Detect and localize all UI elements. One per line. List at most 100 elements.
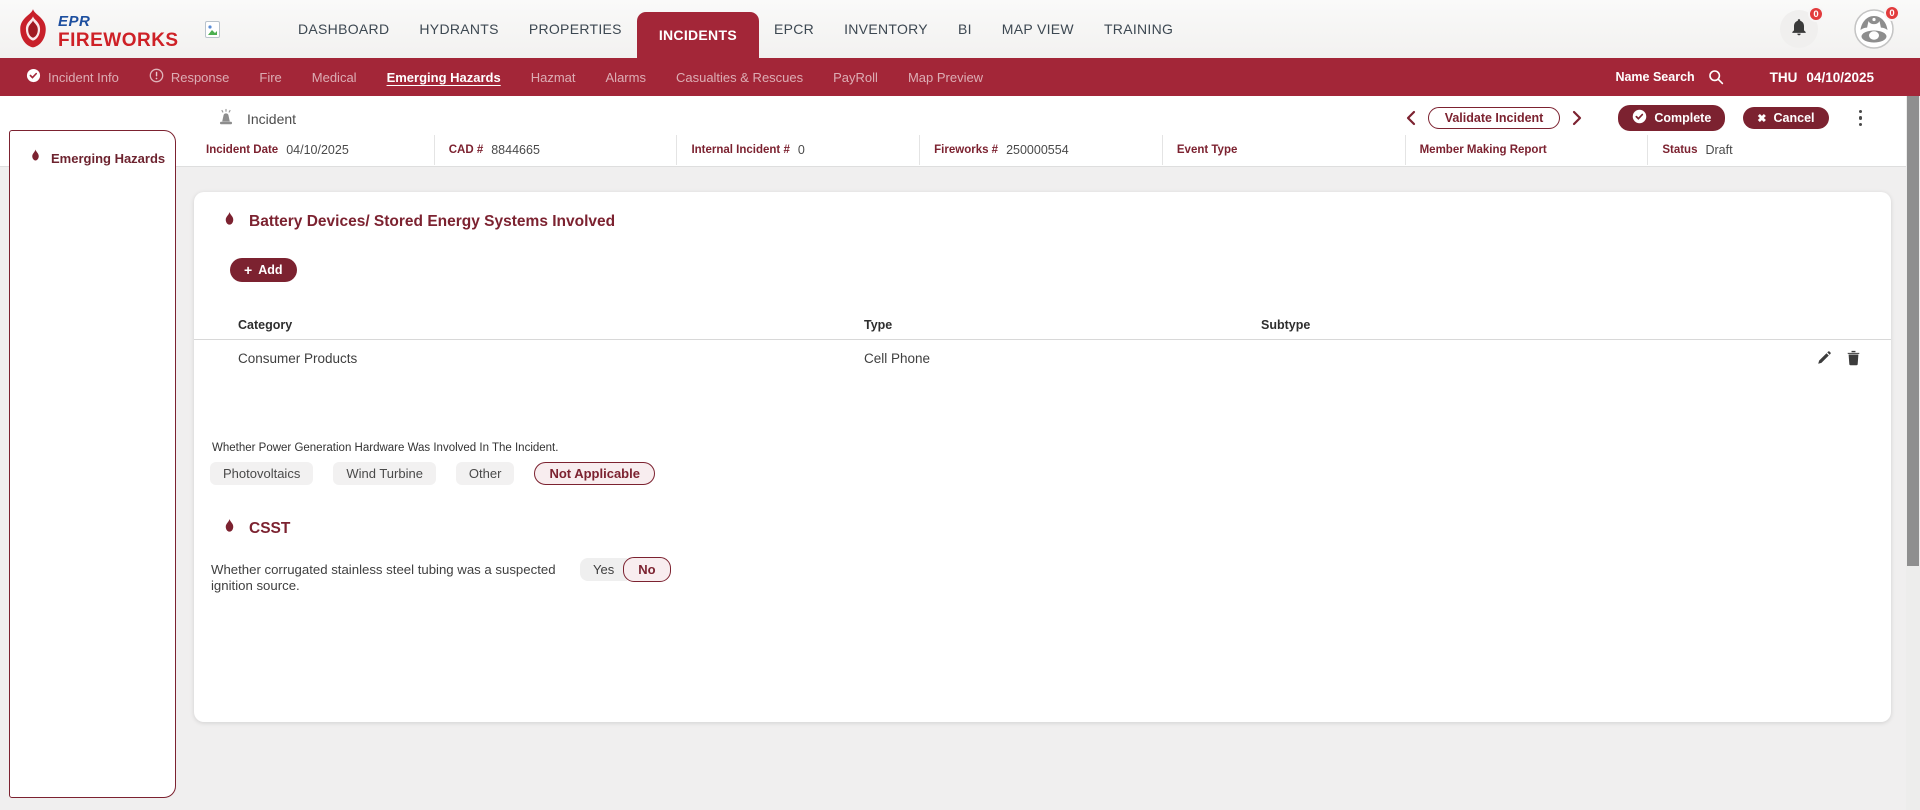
search-icon[interactable] (1708, 69, 1724, 85)
subnav-label: Response (171, 70, 230, 85)
field-label: Event Type (1177, 144, 1238, 156)
option-not-applicable[interactable]: Not Applicable (534, 462, 655, 485)
subnav-medical[interactable]: Medical (312, 70, 357, 85)
field-label: CAD # (449, 144, 484, 156)
battery-section-header: Battery Devices/ Stored Energy Systems I… (222, 210, 615, 234)
field-internal-incident-number: Internal Incident # 0 (676, 135, 919, 165)
csst-section-header: CSST (222, 517, 290, 541)
csst-question: Whether corrugated stainless steel tubin… (211, 562, 573, 594)
subnav-fire[interactable]: Fire (259, 70, 281, 85)
subnav-hazmat[interactable]: Hazmat (531, 70, 576, 85)
alert-circle-icon (149, 68, 164, 86)
main-navigation: DASHBOARD HYDRANTS PROPERTIES INCIDENTS … (283, 0, 1188, 58)
incident-title: Incident (216, 107, 296, 130)
field-value: 250000554 (1006, 143, 1069, 157)
top-app-bar: EPR FIREWORKS DASHBOARD HYDRANTS PROPERT… (0, 0, 1920, 58)
field-label: Incident Date (206, 144, 278, 156)
field-label: Fireworks # (934, 144, 998, 156)
option-yes[interactable]: Yes (580, 558, 627, 581)
nav-item-dashboard[interactable]: DASHBOARD (283, 0, 404, 58)
nav-item-epcr[interactable]: EPCR (759, 0, 829, 58)
nav-item-properties[interactable]: PROPERTIES (514, 0, 637, 58)
column-header-category: Category (194, 318, 864, 332)
brand-logo[interactable]: EPR FIREWORKS (16, 9, 179, 54)
incident-sub-navigation: Incident Info Response Fire Medical Emer… (0, 58, 1920, 96)
cell-type: Cell Phone (864, 351, 1261, 366)
siren-icon (216, 107, 236, 130)
x-icon: ✖ (1757, 112, 1766, 125)
field-member-making-report: Member Making Report (1405, 135, 1648, 165)
battery-section-title: Battery Devices/ Stored Energy Systems I… (249, 213, 615, 231)
nav-item-hydrants[interactable]: HYDRANTS (404, 0, 513, 58)
subnav-label: Incident Info (48, 70, 119, 85)
notifications-button[interactable]: 0 (1780, 10, 1818, 48)
csst-section-title: CSST (249, 520, 290, 538)
cell-category: Consumer Products (194, 351, 864, 366)
field-value: 0 (798, 143, 805, 157)
brand-fireworks-text: FIREWORKS (58, 31, 179, 50)
cancel-label: Cancel (1774, 111, 1815, 125)
add-label: Add (258, 263, 282, 277)
subnav-payroll[interactable]: PayRoll (833, 70, 878, 85)
power-generation-options: Photovoltaics Wind Turbine Other Not App… (210, 462, 655, 485)
notification-badge: 0 (1808, 6, 1824, 22)
topbar-right-controls: 0 0 (1780, 9, 1894, 49)
field-event-type: Event Type (1162, 135, 1405, 165)
option-photovoltaics[interactable]: Photovoltaics (210, 462, 313, 485)
nav-item-bi[interactable]: BI (943, 0, 987, 58)
power-generation-question: Whether Power Generation Hardware Was In… (212, 442, 558, 454)
scrollbar-thumb[interactable] (1907, 96, 1919, 566)
subnav-right: Name Search THU 04/10/2025 (1615, 69, 1874, 85)
subnav-incident-info[interactable]: Incident Info (26, 68, 119, 86)
subnav-alarms[interactable]: Alarms (606, 70, 646, 85)
edit-icon[interactable] (1816, 350, 1832, 366)
option-wind-turbine[interactable]: Wind Turbine (333, 462, 436, 485)
more-options-menu[interactable] (1853, 106, 1869, 131)
nav-item-map-view[interactable]: MAP VIEW (987, 0, 1089, 58)
nav-item-inventory[interactable]: INVENTORY (829, 0, 943, 58)
field-fireworks-number: Fireworks # 250000554 (919, 135, 1162, 165)
subnav-emerging-hazards[interactable]: Emerging Hazards (387, 70, 501, 85)
field-value: Draft (1705, 143, 1732, 157)
incident-page-header: Incident Validate Incident Complete ✖ Ca… (0, 96, 1920, 167)
sidebar-item-label: Emerging Hazards (51, 151, 165, 166)
field-value: 8844665 (491, 143, 540, 157)
check-circle-icon (1632, 109, 1647, 127)
nav-item-incidents[interactable]: INCIDENTS (637, 12, 759, 58)
incident-title-text: Incident (247, 111, 296, 127)
column-header-subtype: Subtype (1261, 318, 1891, 332)
field-incident-date: Incident Date 04/10/2025 (176, 135, 434, 165)
subnav-map-preview[interactable]: Map Preview (908, 70, 983, 85)
add-battery-device-button[interactable]: + Add (230, 258, 297, 282)
chevron-right-icon[interactable] (1572, 110, 1582, 126)
nav-item-training[interactable]: TRAINING (1089, 0, 1188, 58)
field-label: Member Making Report (1420, 144, 1547, 156)
field-label: Internal Incident # (691, 144, 789, 156)
subnav-response[interactable]: Response (149, 68, 230, 86)
subnav-casualties-rescues[interactable]: Casualties & Rescues (676, 70, 803, 85)
option-no[interactable]: No (623, 557, 670, 582)
emerging-hazards-panel: Battery Devices/ Stored Energy Systems I… (194, 192, 1891, 722)
sidebar-item-emerging-hazards[interactable]: Emerging Hazards (10, 131, 175, 169)
delete-icon[interactable] (1846, 350, 1861, 366)
validate-incident-button[interactable]: Validate Incident (1428, 107, 1561, 129)
chevron-left-icon[interactable] (1406, 110, 1416, 126)
field-label: Status (1662, 144, 1697, 156)
battery-devices-table: Category Type Subtype Consumer Products … (194, 310, 1891, 376)
check-circle-icon (26, 68, 41, 86)
table-row: Consumer Products Cell Phone (194, 340, 1891, 376)
user-avatar[interactable]: 0 (1854, 9, 1894, 49)
vertical-scrollbar[interactable] (1906, 96, 1920, 810)
incident-actions: Validate Incident Complete ✖ Cancel (1406, 105, 1868, 131)
column-header-type: Type (864, 318, 1261, 332)
incident-summary-fields: Incident Date 04/10/2025 CAD # 8844665 I… (176, 135, 1890, 165)
name-search-button[interactable]: Name Search (1615, 70, 1694, 84)
bell-icon (1789, 17, 1809, 42)
brand-flame-icon (16, 9, 50, 54)
day-label: THU (1770, 70, 1798, 85)
field-value: 04/10/2025 (286, 143, 349, 157)
complete-button[interactable]: Complete (1618, 105, 1725, 131)
cancel-button[interactable]: ✖ Cancel (1743, 107, 1828, 129)
option-other[interactable]: Other (456, 462, 515, 485)
field-cad-number: CAD # 8844665 (434, 135, 677, 165)
